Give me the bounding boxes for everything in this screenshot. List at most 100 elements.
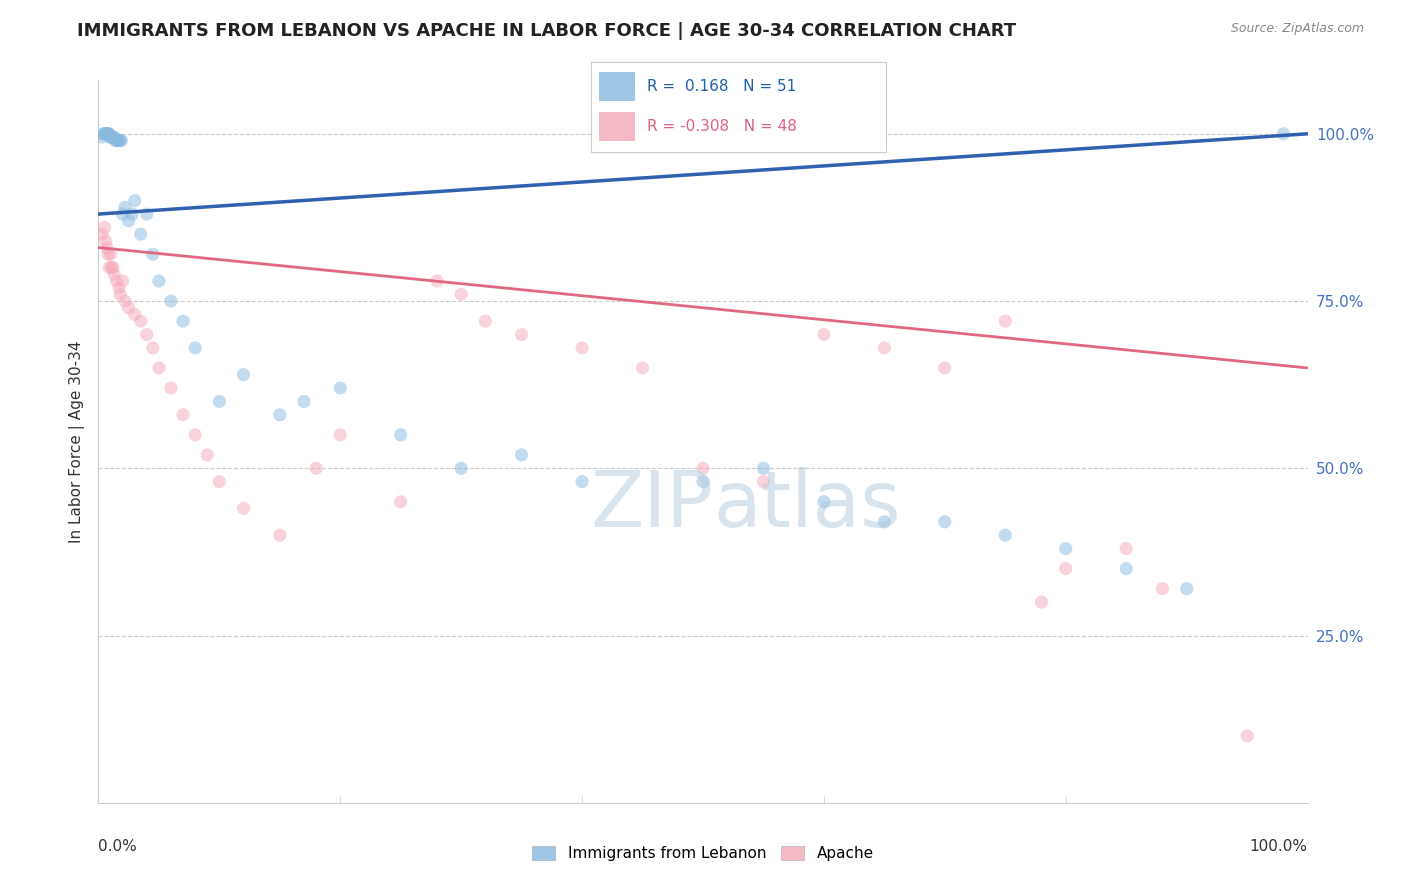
Point	[510, 448, 533, 462]
Point	[142, 341, 165, 355]
Point	[111, 274, 134, 288]
Point	[873, 341, 896, 355]
Point	[108, 134, 131, 148]
Bar	[599, 112, 636, 141]
Point	[631, 361, 654, 376]
Point	[184, 427, 207, 442]
Text: IMMIGRANTS FROM LEBANON VS APACHE IN LABOR FORCE | AGE 30-34 CORRELATION CHART: IMMIGRANTS FROM LEBANON VS APACHE IN LAB…	[77, 22, 1017, 40]
Point	[292, 394, 315, 409]
Point	[184, 341, 207, 355]
Point	[129, 314, 152, 328]
Point	[114, 201, 136, 215]
Point	[100, 130, 122, 145]
Point	[329, 427, 352, 442]
Point	[232, 368, 254, 382]
Point	[98, 260, 121, 275]
Point	[94, 127, 117, 141]
Point	[107, 134, 129, 148]
Point	[105, 274, 128, 288]
Point	[208, 475, 231, 489]
Point	[97, 127, 120, 141]
Point	[571, 341, 593, 355]
Text: ZIP: ZIP	[591, 467, 713, 543]
Point	[510, 327, 533, 342]
Point	[269, 528, 291, 542]
Text: Source: ZipAtlas.com: Source: ZipAtlas.com	[1230, 22, 1364, 36]
Point	[103, 130, 125, 145]
Point	[994, 314, 1017, 328]
Point	[96, 127, 118, 141]
Point	[269, 408, 291, 422]
Point	[474, 314, 496, 328]
Point	[124, 194, 146, 208]
Bar	[599, 72, 636, 101]
Point	[100, 130, 122, 145]
Point	[426, 274, 449, 288]
Point	[232, 501, 254, 516]
Point	[934, 361, 956, 376]
Point	[1031, 595, 1053, 609]
Point	[873, 515, 896, 529]
Point	[692, 475, 714, 489]
Point	[108, 134, 131, 148]
Point	[305, 461, 328, 475]
Point	[104, 134, 127, 148]
Point	[1115, 562, 1137, 576]
Point	[94, 127, 117, 141]
Point	[121, 207, 143, 221]
Text: R =  0.168   N = 51: R = 0.168 N = 51	[647, 79, 796, 94]
Point	[1054, 562, 1077, 576]
Point	[1054, 541, 1077, 556]
Point	[93, 127, 115, 141]
Point	[129, 227, 152, 242]
Point	[1115, 541, 1137, 556]
Point	[195, 448, 218, 462]
Point	[105, 134, 128, 148]
Point	[752, 461, 775, 475]
Point	[208, 394, 231, 409]
Point	[813, 494, 835, 508]
Point	[118, 214, 141, 228]
Point	[142, 247, 165, 261]
Point	[135, 207, 157, 221]
Point	[103, 268, 125, 282]
Point	[97, 127, 120, 141]
Point	[91, 130, 114, 145]
Point	[100, 260, 122, 275]
Point	[172, 314, 194, 328]
Point	[124, 307, 146, 322]
Point	[91, 127, 114, 141]
Point	[160, 381, 183, 395]
Text: 0.0%: 0.0%	[98, 838, 138, 854]
Point	[94, 234, 117, 248]
Point	[93, 220, 115, 235]
Point	[101, 130, 124, 145]
Point	[934, 515, 956, 529]
Point	[114, 294, 136, 309]
Point	[450, 461, 472, 475]
Text: atlas: atlas	[713, 467, 901, 543]
Point	[994, 528, 1017, 542]
Point	[1152, 582, 1174, 596]
Point	[172, 408, 194, 422]
Point	[389, 494, 412, 508]
Y-axis label: In Labor Force | Age 30-34: In Labor Force | Age 30-34	[69, 340, 84, 543]
Point	[160, 294, 183, 309]
Point	[118, 301, 141, 315]
Point	[692, 461, 714, 475]
Point	[450, 287, 472, 301]
Point	[148, 274, 170, 288]
Point	[100, 247, 122, 261]
Point	[98, 127, 121, 141]
Text: R = -0.308   N = 48: R = -0.308 N = 48	[647, 120, 796, 134]
Legend: Immigrants from Lebanon, Apache: Immigrants from Lebanon, Apache	[526, 840, 880, 867]
Point	[110, 134, 132, 148]
Point	[111, 207, 134, 221]
Point	[100, 130, 122, 145]
Point	[752, 475, 775, 489]
Text: 100.0%: 100.0%	[1250, 838, 1308, 854]
Point	[108, 281, 131, 295]
Point	[1236, 729, 1258, 743]
Point	[101, 260, 124, 275]
Point	[329, 381, 352, 395]
